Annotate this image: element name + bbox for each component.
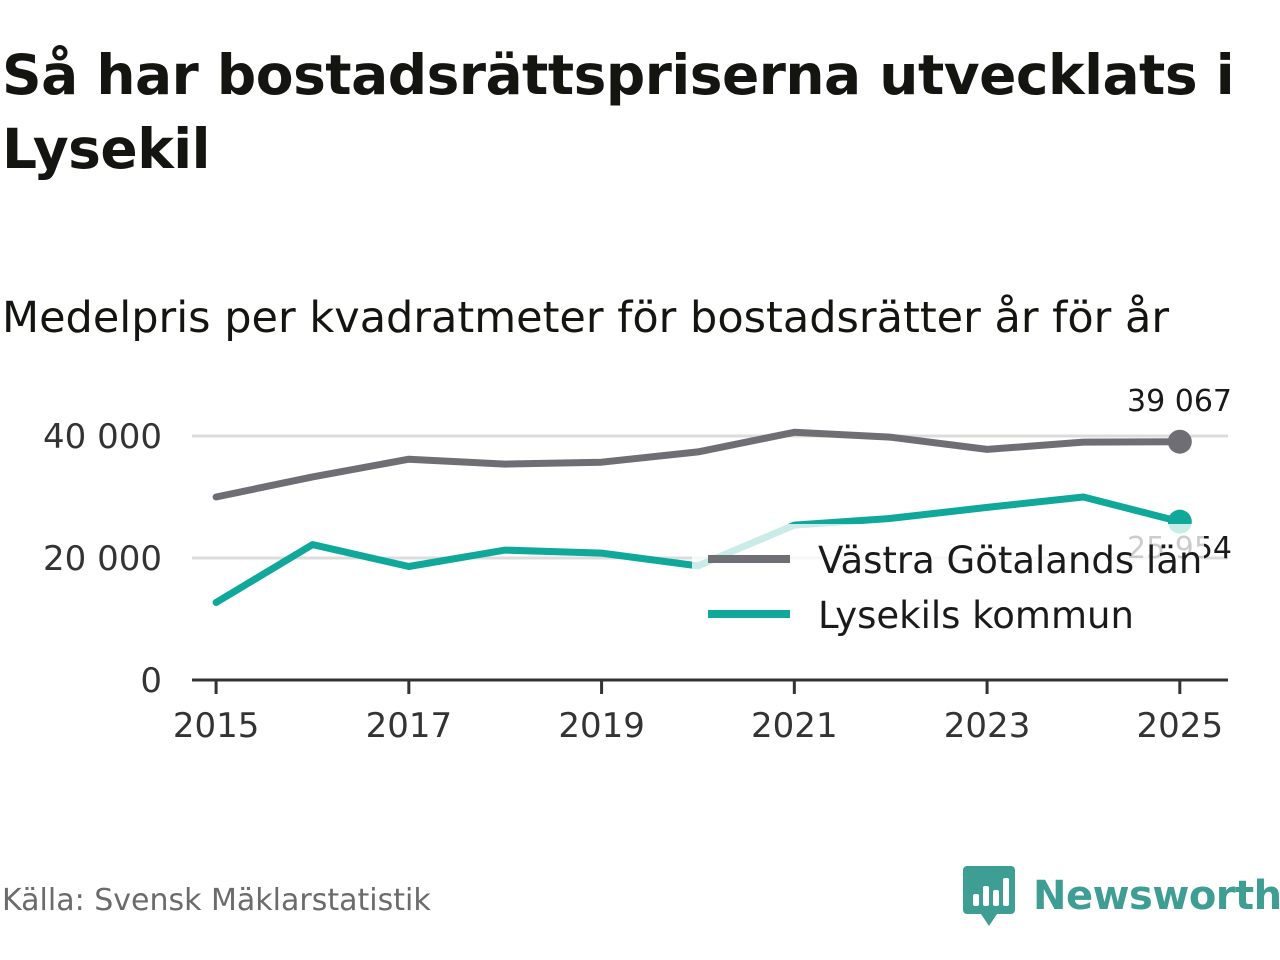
series-end-point bbox=[1167, 429, 1192, 454]
legend-label: Lysekils kommun bbox=[818, 594, 1134, 637]
legend: Västra Götalands län Lysekils kommun bbox=[692, 524, 1204, 654]
brand-name: Newsworthy bbox=[1033, 873, 1280, 919]
bar-chart-icon bbox=[963, 866, 1015, 926]
end-value-label: 39 067 bbox=[1127, 384, 1232, 419]
brand-logo: Newsworthy bbox=[963, 864, 1280, 928]
y-tick-label: 0 bbox=[140, 661, 162, 701]
chart-subtitle: Medelpris per kvadratmeter för bostadsrä… bbox=[2, 293, 1170, 343]
y-tick-label: 20 000 bbox=[43, 539, 162, 579]
x-tick-label: 2021 bbox=[751, 706, 838, 746]
chart-title: Så har bostadsrättspriserna utvecklats i… bbox=[2, 43, 1235, 181]
x-tick-label: 2025 bbox=[1137, 706, 1224, 746]
series-line bbox=[212, 428, 1184, 501]
source-note: Källa: Svensk Mäklarstatistik bbox=[2, 883, 431, 918]
x-tick-label: 2015 bbox=[173, 706, 260, 746]
x-tick-label: 2023 bbox=[944, 706, 1031, 746]
legend-background bbox=[692, 524, 1204, 654]
x-axis: 2015 2017 2019 2021 2023 2025 bbox=[173, 678, 1228, 746]
x-tick-label: 2019 bbox=[558, 706, 645, 746]
legend-label: Västra Götalands län bbox=[818, 539, 1202, 582]
x-tick-label: 2017 bbox=[366, 706, 453, 746]
y-tick-label: 40 000 bbox=[43, 417, 162, 457]
